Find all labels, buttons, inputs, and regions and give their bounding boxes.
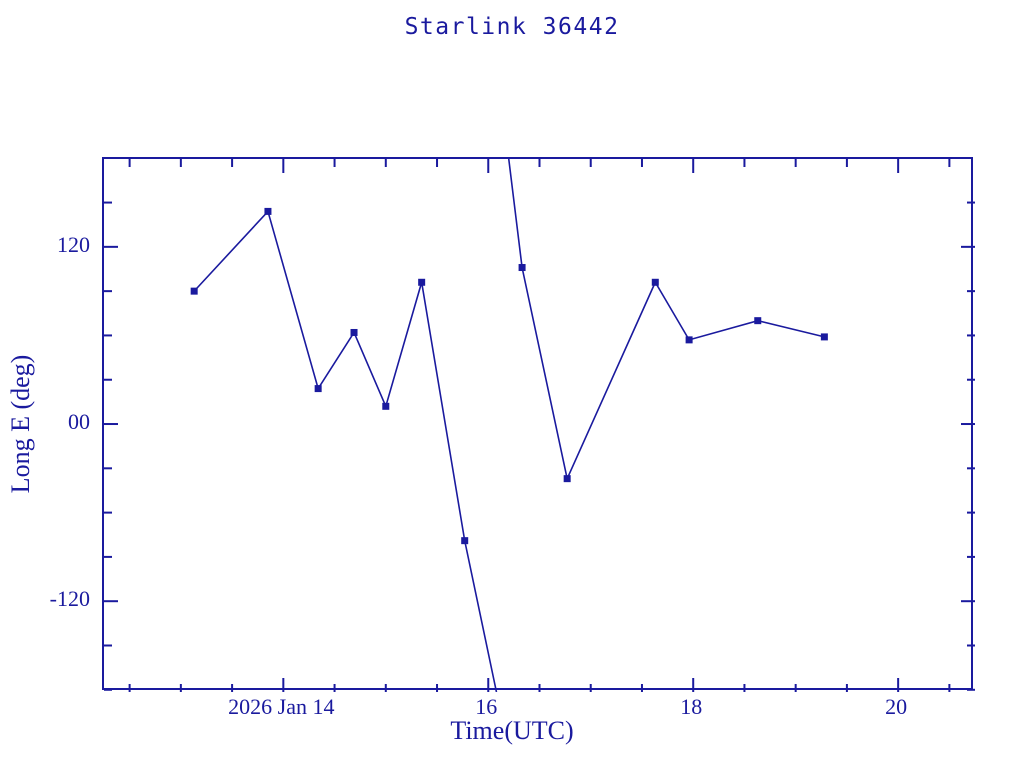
- y-axis-label: Long E (deg): [6, 354, 35, 494]
- data-point: [754, 317, 762, 325]
- data-point: [461, 537, 469, 545]
- data-series: [190, 159, 828, 692]
- x-axis-label: Time(UTC): [450, 716, 574, 745]
- data-point: [685, 336, 693, 344]
- data-point: [350, 328, 358, 336]
- page-title: Starlink 36442: [404, 14, 620, 40]
- data-point: [314, 385, 322, 393]
- data-point: [264, 207, 272, 215]
- plot-area: [102, 157, 975, 692]
- data-point: [190, 287, 198, 295]
- data-point: [418, 278, 426, 286]
- data-point: [651, 278, 659, 286]
- data-point: [518, 264, 526, 272]
- x-tick-label: 2026 Jan 14: [228, 694, 335, 719]
- x-tick-label: 16: [475, 694, 498, 719]
- y-tick-label: 00: [68, 409, 90, 435]
- data-point: [563, 475, 571, 483]
- y-tick-label: -120: [49, 586, 90, 612]
- data-point: [382, 402, 390, 410]
- data-point: [820, 333, 828, 341]
- x-tick-label: 18: [680, 694, 703, 719]
- plot-svg: [104, 159, 975, 692]
- y-tick-label: 120: [57, 231, 90, 257]
- y-axis-ticks: [104, 201, 975, 691]
- x-axis-ticks: [128, 159, 951, 692]
- x-tick-label: 20: [885, 694, 908, 719]
